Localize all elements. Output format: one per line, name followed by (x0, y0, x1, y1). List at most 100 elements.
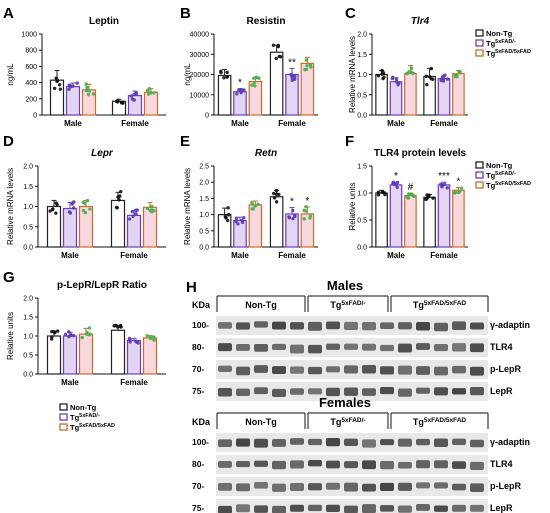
data-point (87, 89, 92, 93)
bar (375, 192, 388, 248)
data-point (116, 195, 120, 199)
data-point (253, 204, 257, 208)
legend-superscript: 5xFAD/5xFAD (495, 49, 531, 55)
blot-band (470, 504, 484, 512)
data-point (274, 200, 279, 204)
blot-band (434, 387, 448, 396)
legend-swatch (475, 181, 484, 189)
legend-label: Tg5xFAD/- (486, 171, 516, 180)
blot-band (344, 321, 358, 331)
blot-band (416, 343, 430, 350)
data-point (224, 215, 228, 220)
blot-band (362, 439, 376, 448)
blot-band (416, 460, 430, 469)
bar (423, 196, 436, 248)
legend-label: Non-Tg (486, 29, 513, 38)
panel-label: E (180, 133, 190, 150)
y-tick-label: 0.0 (199, 245, 209, 252)
protein-label: LepR (490, 503, 513, 513)
data-point (309, 65, 313, 69)
x-category-label: Female (278, 119, 306, 128)
chart-f: F TLR4 protein levels 0.0 0.5 1.0 1.5 Relative… (345, 133, 468, 260)
data-point (145, 334, 149, 338)
data-point (226, 218, 230, 223)
data-point (68, 83, 72, 87)
y-axis-label: Relative units (6, 312, 15, 360)
blot-band (236, 460, 250, 468)
data-point (382, 75, 386, 79)
data-point (118, 324, 123, 329)
data-point (71, 84, 75, 88)
blot-band (236, 388, 250, 396)
blot-band (308, 483, 322, 491)
data-point (409, 70, 413, 74)
molecular-weight-marker: 80- (192, 342, 204, 352)
bar (389, 81, 403, 116)
data-point (272, 196, 277, 200)
y-tick-label: 30000 (190, 52, 210, 59)
blot-band (290, 322, 304, 330)
blot-band (380, 482, 394, 491)
blot-band (470, 343, 484, 353)
protein-label: TLR4 (490, 459, 513, 469)
x-category-label: Male (64, 119, 82, 128)
data-point (134, 92, 139, 96)
data-point (226, 213, 231, 217)
lane-group-label: Tg5xFAD/- (330, 300, 365, 310)
protein-label: γ-adaptin (490, 320, 530, 330)
data-point (114, 205, 119, 210)
blot-band (434, 366, 448, 376)
blot-band (236, 504, 250, 513)
blot-females: Females KDa Non-Tg Tg5xFAD/- Tg5xFAD/5xFAD 10… (192, 395, 530, 513)
blot-band (254, 438, 268, 448)
blot-band (326, 504, 340, 512)
legend-superscript: 5xFAD/- (495, 171, 516, 177)
data-point (459, 186, 464, 190)
data-point (445, 77, 450, 81)
blot-band (362, 365, 376, 374)
y-tick-label: 20000 (190, 72, 210, 79)
protein-label: p-LepR (490, 481, 521, 491)
blot-band (272, 388, 286, 397)
bar (269, 196, 284, 248)
blot-band (398, 388, 412, 397)
legend-swatch (59, 423, 68, 431)
significance-label: * (456, 177, 460, 188)
data-point (443, 73, 447, 77)
bar (452, 189, 465, 248)
data-point (127, 336, 132, 341)
legend-swatch (475, 161, 484, 169)
y-tick-label: 400 (25, 80, 37, 87)
data-point (376, 190, 381, 195)
data-point (272, 191, 276, 196)
y-axis-label: ng/mL (6, 63, 15, 86)
data-point (252, 81, 256, 85)
blot-band (398, 365, 412, 375)
legend-superscript: 5xFAD/- (79, 413, 100, 419)
y-tick-label: 0 (33, 113, 37, 120)
y-axis-label: Relative mRNA levels (348, 36, 357, 113)
data-point (132, 98, 136, 102)
kda-label: KDa (192, 417, 211, 427)
molecular-weight-marker: 75- (192, 503, 204, 513)
panel-label: B (180, 5, 191, 22)
bar (404, 195, 417, 248)
blot-band (452, 483, 466, 491)
blot-band (308, 344, 322, 354)
blot-band (254, 387, 268, 395)
blot-band (326, 343, 340, 350)
legend-swatch (475, 39, 484, 47)
data-point (427, 193, 431, 198)
blot-band (254, 482, 268, 489)
blot-band (344, 505, 358, 513)
molecular-weight-marker: 75- (192, 386, 204, 396)
data-point (304, 204, 308, 209)
lane-group-superscript: 5xFAD/- (341, 417, 365, 424)
data-point (428, 75, 432, 79)
data-point (85, 86, 89, 90)
data-point (84, 88, 89, 93)
data-point (274, 188, 279, 193)
panel-label: A (3, 5, 14, 22)
data-point (376, 74, 381, 78)
data-point (293, 74, 297, 79)
